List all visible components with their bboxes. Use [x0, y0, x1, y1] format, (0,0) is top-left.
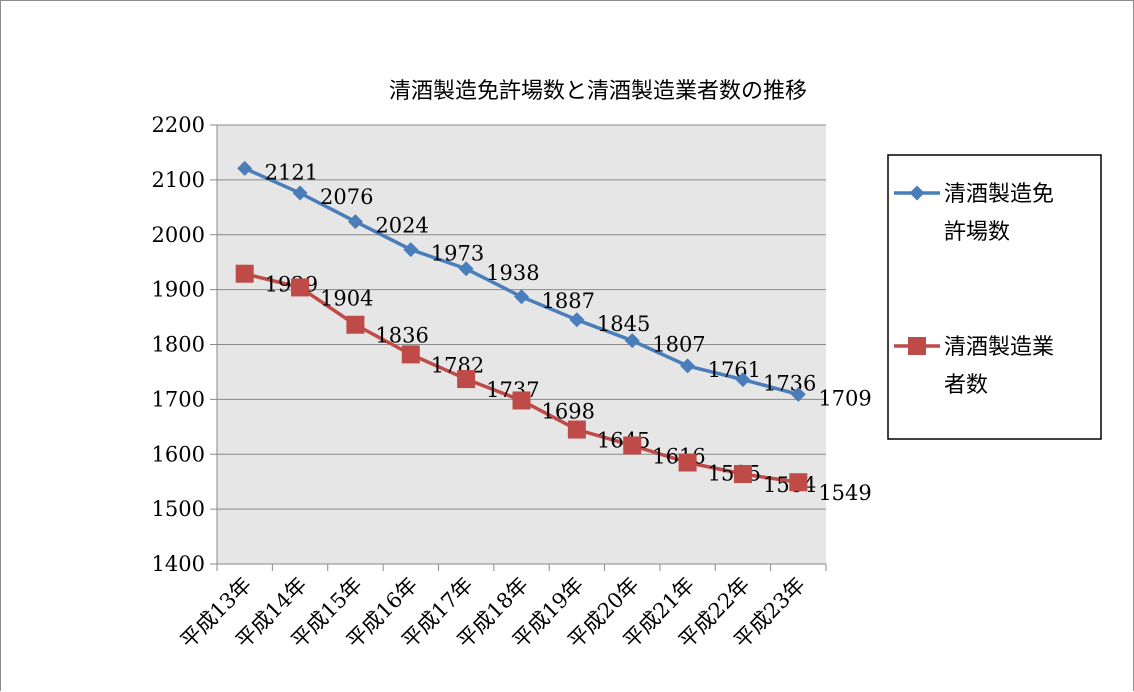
data-point: [733, 465, 752, 484]
legend-marker: [908, 337, 926, 355]
y-tick-label: 2000: [152, 223, 205, 247]
data-point: [567, 420, 586, 439]
data-point: [680, 358, 696, 374]
chart-title: 清酒製造免許場数と清酒製造業者数の推移: [389, 79, 807, 104]
y-tick-label: 2200: [152, 113, 205, 137]
legend-label: 清酒製造業: [944, 335, 1054, 360]
data-point: [624, 333, 640, 349]
data-label: 2121: [265, 160, 318, 184]
plot-area: 140015001600170018001900200021002200平成13…: [152, 113, 872, 653]
data-point: [569, 312, 585, 328]
data-point: [237, 160, 253, 176]
y-tick-label: 1600: [152, 442, 205, 466]
data-label: 1709: [818, 386, 871, 410]
data-point: [623, 436, 642, 455]
data-label: 1904: [320, 286, 373, 310]
data-label: 1973: [431, 242, 484, 266]
data-label: 1938: [486, 261, 539, 285]
data-label: 1887: [542, 289, 595, 313]
data-label: 2076: [320, 185, 373, 209]
data-point: [678, 453, 697, 472]
data-point: [514, 289, 529, 305]
y-tick-label: 1500: [152, 497, 205, 521]
legend-box: [887, 154, 1102, 440]
data-label: 1845: [597, 312, 650, 336]
y-tick-label: 2100: [152, 168, 205, 192]
data-point: [457, 370, 476, 389]
data-point: [291, 278, 310, 297]
data-point: [346, 315, 365, 334]
data-point: [235, 264, 254, 283]
data-point: [458, 261, 474, 277]
y-tick-label: 1800: [152, 333, 205, 357]
legend-label: 者数: [944, 373, 988, 398]
data-label: 1549: [818, 481, 871, 505]
y-tick-label: 1400: [152, 552, 205, 576]
data-label: 1736: [763, 372, 816, 396]
data-point: [789, 473, 808, 492]
data-point: [512, 391, 531, 410]
data-point: [403, 242, 419, 258]
data-point: [401, 345, 420, 364]
data-label: 1836: [375, 324, 428, 348]
legend-label: 清酒製造免: [944, 182, 1054, 207]
data-point: [347, 214, 363, 230]
y-tick-label: 1900: [152, 278, 205, 302]
legend-marker: [909, 185, 925, 201]
data-point: [292, 185, 308, 201]
data-label: 1761: [708, 358, 761, 382]
y-tick-label: 1700: [152, 387, 205, 411]
data-label: 1698: [542, 399, 595, 423]
data-label: 2024: [375, 214, 428, 238]
data-point: [735, 372, 751, 388]
data-point: [790, 386, 806, 402]
data-label: 1807: [652, 333, 705, 357]
legend-label: 許場数: [944, 220, 1010, 245]
